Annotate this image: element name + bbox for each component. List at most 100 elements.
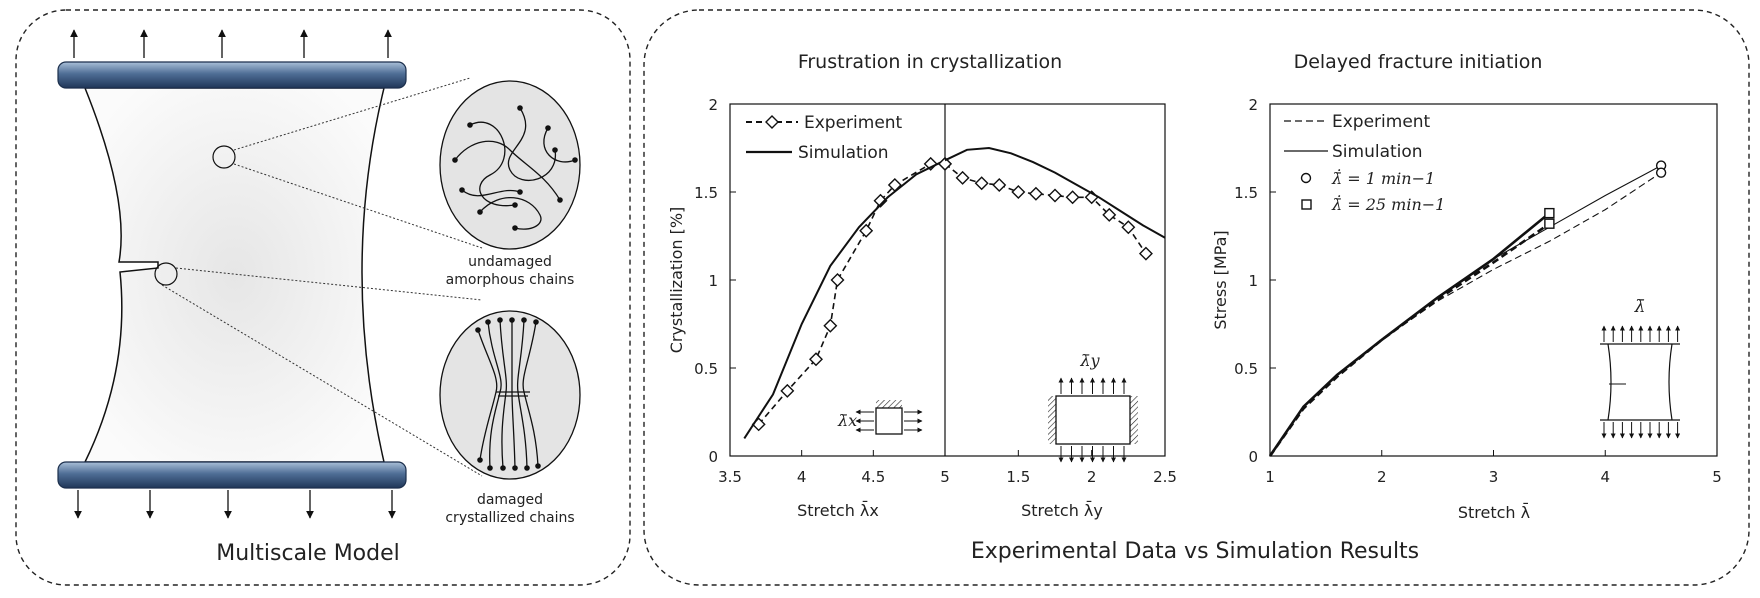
- left-panel: undamaged amorphous chains damaged cryst…: [15, 9, 631, 586]
- zoom-circle-undamaged: [212, 145, 236, 169]
- chart2-series-experiment-rate1: [1269, 172, 1662, 457]
- crystallized-chains-ellipse: [439, 310, 581, 480]
- chart1-ytick-label: 1: [708, 272, 718, 290]
- chart2-ticks: 0 0.5 1 1.5 2 1 2 3 4 5: [1234, 96, 1722, 486]
- chart2-legend-rate25: λ̄̇ = 25 min−1: [1301, 195, 1445, 214]
- amorphous-chains-ellipse: [439, 80, 581, 250]
- chart1-title: Frustration in crystallization: [798, 51, 1062, 73]
- chart2-legend-experiment-label: Experiment: [1332, 112, 1431, 132]
- chart2-series-simulation-rate25: [1268, 212, 1551, 457]
- chart1-series-experiment-left: [758, 163, 945, 425]
- chart2-legend-rate25-label: λ̄̇ = 25 min−1: [1331, 195, 1445, 214]
- chart1-data-point: [780, 383, 795, 398]
- zoom-lines: [161, 77, 483, 477]
- chart1-data-point: [809, 352, 823, 367]
- chart2-title: Delayed fracture initiation: [1294, 51, 1543, 73]
- chart2-series: [1268, 160, 1667, 457]
- chart1-data-point: [1028, 186, 1043, 201]
- chart-fracture: Delayed fracture initiation 0 0.5 1 1.5 2 1 2 3…: [1211, 51, 1722, 522]
- chart1-inset-left: λ̄x: [837, 400, 923, 435]
- chart1-series-simulation-left: [743, 159, 946, 439]
- chart2-legend-simulation-label: Simulation: [1332, 142, 1423, 162]
- chart1-inset-right: λ̄y: [1048, 351, 1138, 463]
- chart2-xtick-label: 1: [1265, 468, 1275, 486]
- chart1-series-simulation-right: [944, 146, 1166, 239]
- top-arrows: [70, 29, 392, 58]
- chart2-legend-rate1: λ̄̇ = 1 min−1: [1300, 169, 1435, 188]
- chart1-ytick-label: 0.5: [694, 360, 718, 378]
- chart-crystallization: Frustration in crystallization 0 0.5 1 1.5 2…: [667, 51, 1177, 520]
- chart2-legend-simulation: Simulation: [1284, 142, 1423, 162]
- chart1-xtick-label: 2.5: [1153, 468, 1177, 486]
- chart1-legend-experiment-label: Experiment: [804, 113, 903, 133]
- chart1-inset-right-label: λ̄y: [1079, 351, 1100, 370]
- chart1-data-point: [923, 156, 938, 171]
- chart1-ticks: 0 0.5 1 1.5 2 3.5 4 4.5 5 1.5 2 2.5: [694, 96, 1177, 486]
- chart1-data-point: [1121, 220, 1136, 235]
- chart1-data-point: [1102, 207, 1117, 222]
- label-crystallized-chains: crystallized chains: [445, 510, 574, 526]
- chart1-xtick-label: 4: [797, 468, 807, 486]
- chart1-data-point: [938, 156, 952, 171]
- amorphous-chains: [454, 107, 576, 230]
- chart2-inset: λ̄: [1600, 297, 1681, 439]
- specimen-body: [83, 87, 385, 463]
- chart2-legend-experiment: Experiment: [1284, 112, 1431, 132]
- chart2-legend-rate1-label: λ̄̇ = 1 min−1: [1331, 169, 1435, 188]
- chart1-legend-simulation-label: Simulation: [798, 143, 889, 163]
- chart2-ytick-label: 2: [1248, 96, 1258, 114]
- label-undamaged: undamaged: [468, 254, 552, 270]
- amorphous-chain-ends: [452, 105, 578, 231]
- chart2-endpoint-circle: [1655, 167, 1667, 178]
- chart2-ytick-label: 0.5: [1234, 360, 1258, 378]
- chart1-xtick-label: 1.5: [1006, 468, 1030, 486]
- chart2-inset-label: λ̄: [1634, 297, 1646, 317]
- chart2-endpoint-square: [1544, 207, 1555, 219]
- chart2-series-experiment-rate25: [1268, 222, 1551, 457]
- chart2-ytick-label: 0: [1248, 448, 1258, 466]
- right-panel-frame: [643, 9, 1750, 586]
- chart1-xtick-label: 5: [940, 468, 950, 486]
- zoom-circle-damaged: [154, 262, 178, 286]
- chart1-ytick-label: 0: [708, 448, 718, 466]
- bottom-arrows: [74, 490, 396, 519]
- right-panel-title: Experimental Data vs Simulation Results: [971, 539, 1419, 564]
- left-panel-title: Multiscale Model: [216, 541, 400, 566]
- chart2-xtick-label: 3: [1489, 468, 1499, 486]
- chart1-xlabel-right: Stretch λ̄y: [1021, 501, 1103, 520]
- label-amorphous-chains: amorphous chains: [446, 272, 575, 288]
- chart1-data-point: [830, 273, 845, 287]
- chart1-data-point: [1065, 190, 1080, 205]
- chart1-data-point: [1048, 188, 1062, 203]
- chart1-data-point: [823, 318, 838, 333]
- right-panel: Experimental Data vs Simulation Results …: [643, 9, 1750, 586]
- chart1-legend-simulation: Simulation: [746, 143, 889, 163]
- chart2-ylabel: Stress [MPa]: [1211, 230, 1230, 329]
- chart1-inset-left-label: λ̄x: [837, 411, 857, 430]
- chart1-legend-experiment: Experiment: [746, 113, 903, 133]
- top-clamp: [57, 61, 407, 89]
- chart2-xtick-label: 5: [1712, 468, 1722, 486]
- chart1-data-point: [859, 223, 874, 238]
- chart1-data-point: [1138, 246, 1153, 261]
- chart2-ytick-label: 1.5: [1234, 184, 1258, 202]
- chart1-data-point: [873, 193, 888, 208]
- chart1-ytick-label: 1.5: [694, 184, 718, 202]
- chart1-ytick-label: 2: [708, 96, 718, 114]
- chart1-data-point: [1011, 185, 1026, 199]
- chart1-data-point: [992, 177, 1007, 192]
- chart1-xtick-label: 2: [1087, 468, 1097, 486]
- chart1-ylabel: Crystallization [%]: [667, 207, 686, 354]
- chart1-xlabel-left: Stretch λ̄x: [797, 501, 879, 520]
- chart1-legend: Experiment Simulation: [746, 113, 903, 163]
- chart2-xtick-label: 4: [1600, 468, 1610, 486]
- chart2-xlabel: Stretch λ̄: [1458, 503, 1530, 522]
- chart1-data-point: [955, 170, 970, 185]
- crystallized-chain-ends: [475, 317, 541, 471]
- chart2-series-simulation-rate1: [1269, 165, 1662, 457]
- chart1-xtick-label: 4.5: [861, 468, 885, 486]
- label-damaged: damaged: [477, 492, 543, 508]
- left-panel-frame: [15, 9, 631, 586]
